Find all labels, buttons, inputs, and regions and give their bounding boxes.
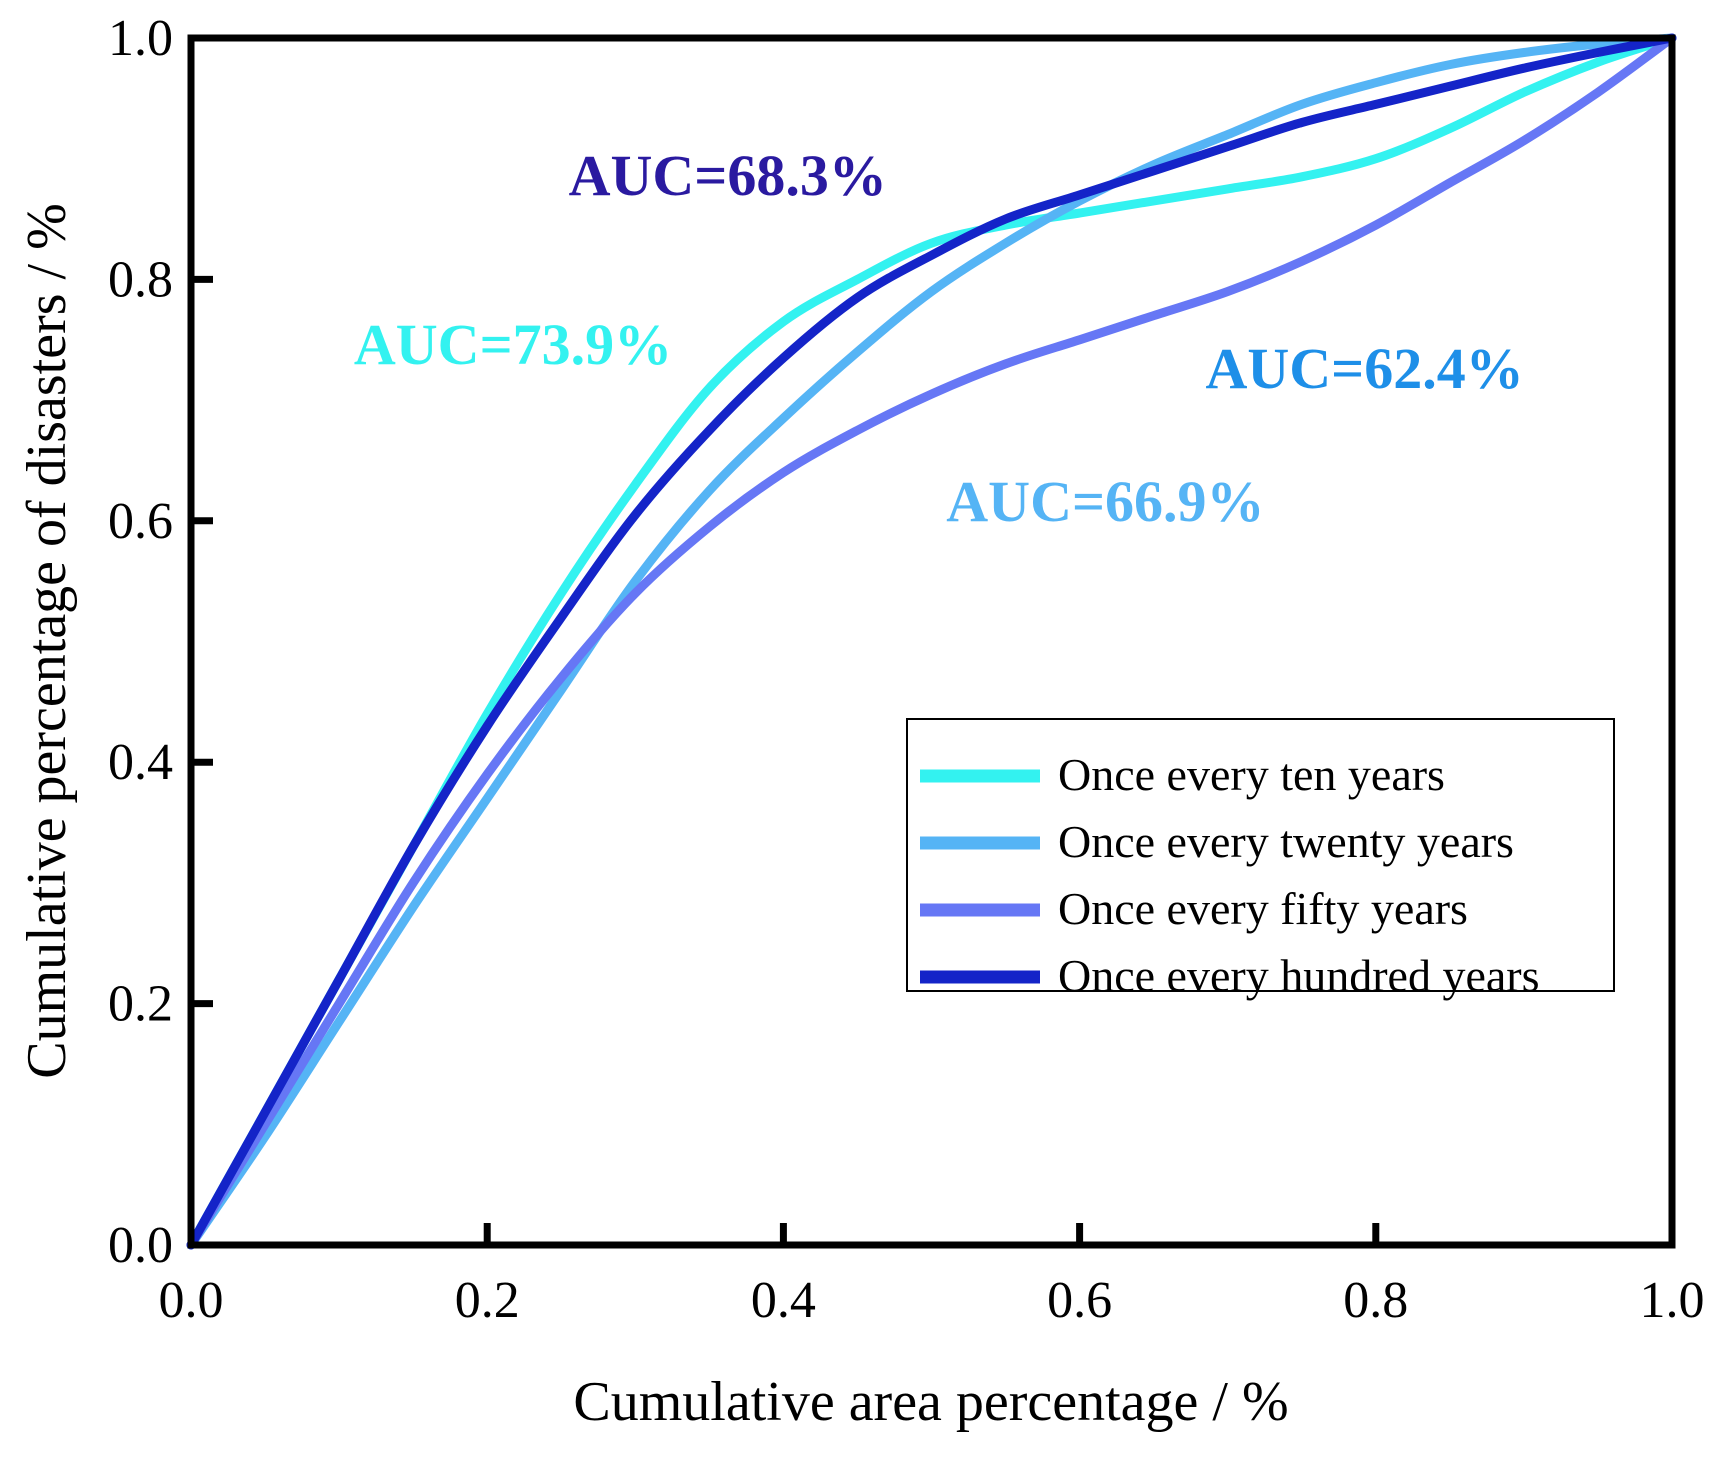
legend-label: Once every hundred years bbox=[1058, 950, 1540, 1001]
plot-frame bbox=[187, 34, 1676, 1249]
ticks-layer: 0.0 0.2 0.4 0.6 0.8 1.0 0.0 0.2 0.4 0.6 0.8 1.0 bbox=[108, 10, 1705, 1329]
series-line-3 bbox=[186, 33, 1677, 1250]
legend-box bbox=[906, 718, 1615, 992]
y-tick-label: 0.4 bbox=[108, 734, 173, 791]
y-tick-label: 0.8 bbox=[108, 251, 173, 308]
auc-annotation: AUC=68.3% bbox=[569, 143, 887, 208]
series-line-2 bbox=[186, 33, 1677, 1250]
annotations-layer: AUC=68.3% AUC=73.9% AUC=62.4% AUC=66.9% bbox=[354, 143, 1524, 534]
y-tick-label: 1.0 bbox=[108, 10, 173, 67]
legend: Once every ten years Once every twenty ye… bbox=[906, 718, 1615, 1001]
x-tick-label: 0.6 bbox=[1047, 1272, 1112, 1329]
y-axis-title: Cumulative percentage of disasters / % bbox=[16, 203, 78, 1079]
auc-annotation: AUC=62.4% bbox=[1205, 336, 1523, 401]
legend-items: Once every ten years Once every twenty ye… bbox=[920, 749, 1540, 1001]
series-line-4 bbox=[186, 33, 1677, 1250]
series-line-1 bbox=[186, 33, 1677, 1250]
x-tick-label: 0.0 bbox=[159, 1272, 224, 1329]
legend-label: Once every twenty years bbox=[1058, 816, 1514, 867]
y-tick-label: 0.6 bbox=[108, 493, 173, 550]
x-tick-label: 0.4 bbox=[751, 1272, 816, 1329]
x-axis-title: Cumulative area percentage / % bbox=[573, 1371, 1288, 1433]
x-tick-label: 0.8 bbox=[1343, 1272, 1408, 1329]
legend-label: Once every ten years bbox=[1058, 749, 1445, 800]
auc-annotation: AUC=73.9% bbox=[354, 312, 672, 377]
curves-layer bbox=[186, 33, 1677, 1250]
x-tick-label: 1.0 bbox=[1640, 1272, 1705, 1329]
auc-annotation: AUC=66.9% bbox=[946, 469, 1264, 534]
y-tick-label: 0.0 bbox=[108, 1217, 173, 1274]
x-tick-label: 0.2 bbox=[455, 1272, 520, 1329]
legend-label: Once every fifty years bbox=[1058, 883, 1468, 934]
y-tick-label: 0.2 bbox=[108, 976, 173, 1033]
